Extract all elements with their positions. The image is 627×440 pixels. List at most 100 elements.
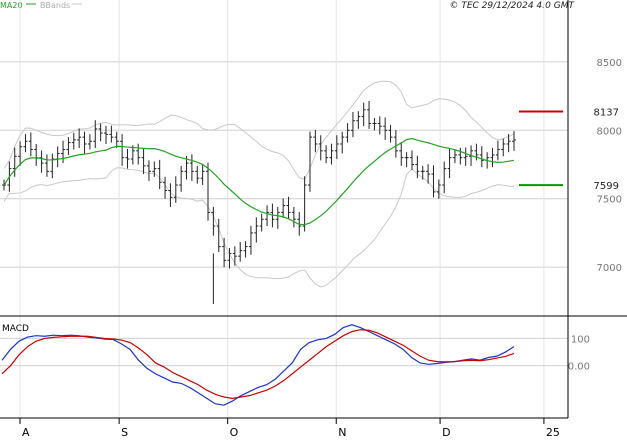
- price-bar: [324, 145, 329, 164]
- price-bar: [479, 146, 484, 168]
- macd-lines: [1, 324, 515, 406]
- bbands-upper-line: [3, 80, 515, 180]
- price-bar: [302, 176, 307, 232]
- price-bars: [2, 101, 516, 305]
- price-bar: [393, 130, 398, 158]
- price-bar: [259, 213, 264, 232]
- price-bar: [265, 205, 270, 227]
- ma20-legend-label: MA20: [0, 1, 23, 10]
- price-bar: [227, 247, 232, 269]
- price-bar: [195, 165, 200, 184]
- price-bar: [329, 143, 334, 165]
- time-tick-label: D: [442, 426, 450, 439]
- price-bar: [367, 101, 372, 129]
- price-bar: [291, 206, 296, 228]
- price-bar: [275, 206, 280, 229]
- price-bar: [18, 141, 23, 166]
- price-bar: [399, 142, 404, 166]
- price-bar: [109, 125, 114, 143]
- macd-panel-label: MACD: [2, 324, 29, 334]
- bbands-series: [3, 80, 515, 288]
- time-tick-label: N: [338, 426, 346, 439]
- level-label: 8137: [594, 108, 619, 119]
- price-bar: [506, 134, 511, 153]
- price-bar: [189, 154, 194, 181]
- price-bar: [157, 159, 162, 190]
- price-bar: [104, 125, 108, 144]
- price-bar: [44, 154, 49, 177]
- price-bar: [383, 117, 388, 140]
- signal-line: [1, 329, 515, 399]
- price-bar: [146, 160, 151, 181]
- price-bar: [501, 138, 506, 157]
- price-bar: [243, 241, 248, 258]
- price-bar: [404, 152, 409, 168]
- price-bar: [184, 156, 189, 180]
- price-bar: [313, 130, 318, 153]
- price-bar: [463, 147, 468, 166]
- price-bar: [77, 128, 82, 149]
- price-levels: 8137 7599: [519, 108, 619, 192]
- price-bar: [50, 153, 55, 179]
- price-bar: [248, 225, 253, 255]
- price-bar: [152, 161, 157, 177]
- price-tick-label: 8000: [597, 126, 622, 137]
- price-bar: [281, 198, 286, 218]
- price-bar: [388, 124, 393, 143]
- bbands-legend-label: BBands: [40, 1, 70, 10]
- price-bar: [93, 120, 98, 149]
- price-bar: [308, 131, 312, 192]
- price-bar: [415, 155, 420, 179]
- price-bar: [173, 176, 178, 203]
- price-bar: [372, 117, 377, 131]
- price-bar: [211, 206, 216, 236]
- price-bar: [120, 134, 125, 166]
- macd-tick-label: 0.00: [568, 362, 590, 373]
- price-bar: [340, 131, 345, 154]
- price-bar: [426, 164, 431, 184]
- price-bar: [141, 148, 146, 175]
- price-bar: [334, 135, 339, 160]
- price-bar: [87, 134, 92, 150]
- macd-grid: [0, 337, 568, 367]
- ma20-line: [3, 137, 515, 226]
- time-axis: A S O N D 25: [19, 418, 560, 439]
- price-bar: [377, 116, 382, 135]
- price-bar: [39, 150, 44, 173]
- price-bar: [216, 218, 221, 253]
- price-bar: [2, 179, 6, 191]
- price-bar: [410, 150, 414, 170]
- macd-tick-label: 100: [571, 334, 590, 345]
- price-bar: [12, 147, 17, 177]
- price-bar: [206, 162, 210, 221]
- price-bar: [163, 176, 168, 199]
- price-bar: [34, 143, 39, 166]
- price-bar: [452, 149, 457, 164]
- ma20-series: [3, 137, 515, 226]
- price-bar: [431, 165, 436, 198]
- time-tick-label: O: [230, 426, 239, 439]
- price-tick-label: 7000: [597, 263, 622, 274]
- price-bar: [179, 165, 184, 192]
- macd-line: [1, 324, 515, 406]
- price-bar: [495, 140, 500, 161]
- price-bar: [66, 137, 71, 155]
- price-grid: [0, 0, 568, 418]
- price-bar: [136, 143, 141, 165]
- price-bar: [222, 237, 227, 268]
- price-bar: [82, 131, 87, 154]
- time-tick-label: 25: [546, 426, 560, 439]
- bbands-lower-line: [3, 167, 515, 288]
- time-tick-label: A: [22, 426, 30, 439]
- price-bar: [286, 196, 291, 220]
- price-bar: [61, 140, 66, 164]
- level-label: 7599: [594, 181, 619, 192]
- price-bar: [232, 246, 237, 266]
- price-bar: [254, 217, 259, 243]
- price-bar: [345, 123, 350, 143]
- price-bar: [23, 134, 28, 153]
- price-bar: [512, 131, 516, 151]
- price-bar: [356, 111, 361, 129]
- price-bar: [238, 241, 243, 262]
